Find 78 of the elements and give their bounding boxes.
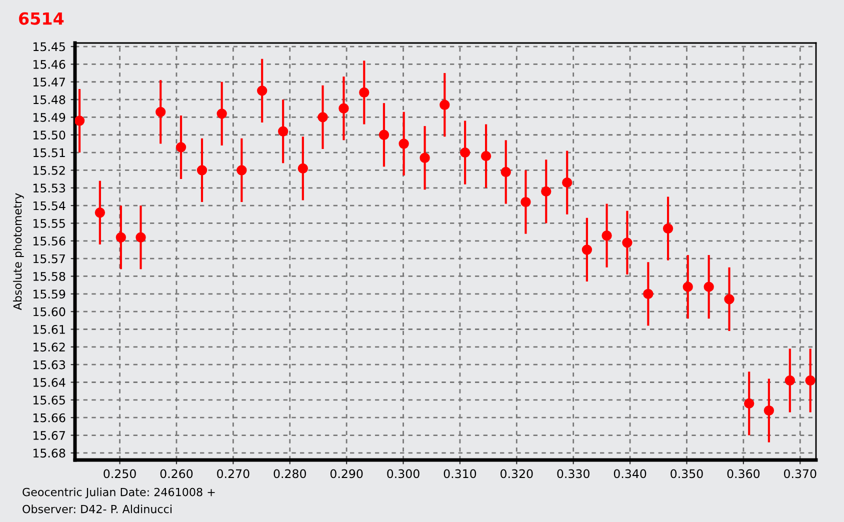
y-tick-label: 15.68 xyxy=(33,448,66,458)
x-tick-label: 0.290 xyxy=(330,469,363,478)
chart-title: 6514 xyxy=(19,12,64,25)
point xyxy=(744,398,754,409)
y-tick-label: 15.63 xyxy=(33,360,66,370)
y-tick-label: 15.65 xyxy=(33,396,65,405)
y-tick-label: 15.56 xyxy=(33,236,66,246)
point xyxy=(136,232,146,242)
y-tick-label: 15.48 xyxy=(33,95,66,104)
point xyxy=(460,147,470,158)
point xyxy=(480,151,492,162)
y-tick-label: 15.54 xyxy=(33,201,66,210)
x-tick-label: 0.280 xyxy=(274,469,306,478)
point xyxy=(318,112,328,122)
y-tick-label: 15.46 xyxy=(33,60,66,69)
x-tick-label: 0.270 xyxy=(217,469,250,478)
point xyxy=(541,186,552,197)
x-tick-label: 0.330 xyxy=(557,469,590,478)
text: Observer: D42- P. Aldinucci xyxy=(22,504,172,514)
x-tick-label: 0.320 xyxy=(500,469,533,478)
point xyxy=(704,282,714,292)
x-tick-label: 0.340 xyxy=(614,469,646,478)
y-tick-label: 15.50 xyxy=(33,130,66,140)
x-tick-label: 0.360 xyxy=(727,469,760,478)
y-tick-label: 15.55 xyxy=(33,219,65,228)
y-tick-label: 15.62 xyxy=(33,342,65,352)
x-tick-label: 0.260 xyxy=(160,469,193,478)
text: Geocentric Julian Date: 2461008 + xyxy=(22,488,215,498)
point xyxy=(643,288,654,299)
point xyxy=(602,230,612,241)
y-tick-label: 15.61 xyxy=(33,324,65,334)
point xyxy=(338,103,349,114)
x-tick-label: 0.370 xyxy=(784,469,816,478)
point xyxy=(622,238,632,248)
point xyxy=(75,116,85,126)
y-tick-label: 15.58 xyxy=(33,272,66,281)
point xyxy=(520,196,531,208)
point xyxy=(805,375,816,386)
point xyxy=(784,375,796,386)
y-tick-label: 15.51 xyxy=(33,148,65,158)
point xyxy=(116,232,126,242)
point xyxy=(662,223,674,234)
point xyxy=(724,294,734,304)
y-tick-label: 15.60 xyxy=(33,307,66,316)
point xyxy=(216,108,227,119)
y-tick-label: 15.47 xyxy=(33,78,65,87)
point xyxy=(440,100,450,110)
point xyxy=(236,165,247,176)
y-tick-label: 15.66 xyxy=(33,413,66,422)
point xyxy=(278,126,288,136)
point xyxy=(378,130,390,140)
point xyxy=(196,165,208,176)
y-tick-label: 15.57 xyxy=(33,254,65,264)
point xyxy=(562,178,572,188)
point xyxy=(398,138,409,149)
point xyxy=(420,152,430,163)
point xyxy=(176,142,186,152)
x-tick-label: 0.300 xyxy=(387,469,420,478)
y-tick-label: 15.64 xyxy=(33,378,66,387)
x-tick-label: 0.350 xyxy=(670,469,703,478)
point xyxy=(764,405,774,416)
point xyxy=(156,106,166,117)
point xyxy=(257,86,268,96)
y-tick-label: 15.49 xyxy=(33,112,66,122)
point xyxy=(359,87,370,98)
x-tick-label: 0.250 xyxy=(104,469,136,478)
y-tick-label: 15.59 xyxy=(33,290,66,299)
point xyxy=(582,244,592,255)
x-tick-label: 0.310 xyxy=(444,469,476,478)
y-axis-title: Absolute photometry xyxy=(13,193,24,310)
y-tick-label: 15.45 xyxy=(33,42,65,52)
point xyxy=(298,163,308,174)
point xyxy=(500,166,511,178)
point xyxy=(682,282,693,292)
y-tick-label: 15.52 xyxy=(33,166,65,175)
y-tick-label: 15.67 xyxy=(33,430,65,440)
point xyxy=(94,208,106,218)
y-tick-label: 15.53 xyxy=(33,184,66,193)
